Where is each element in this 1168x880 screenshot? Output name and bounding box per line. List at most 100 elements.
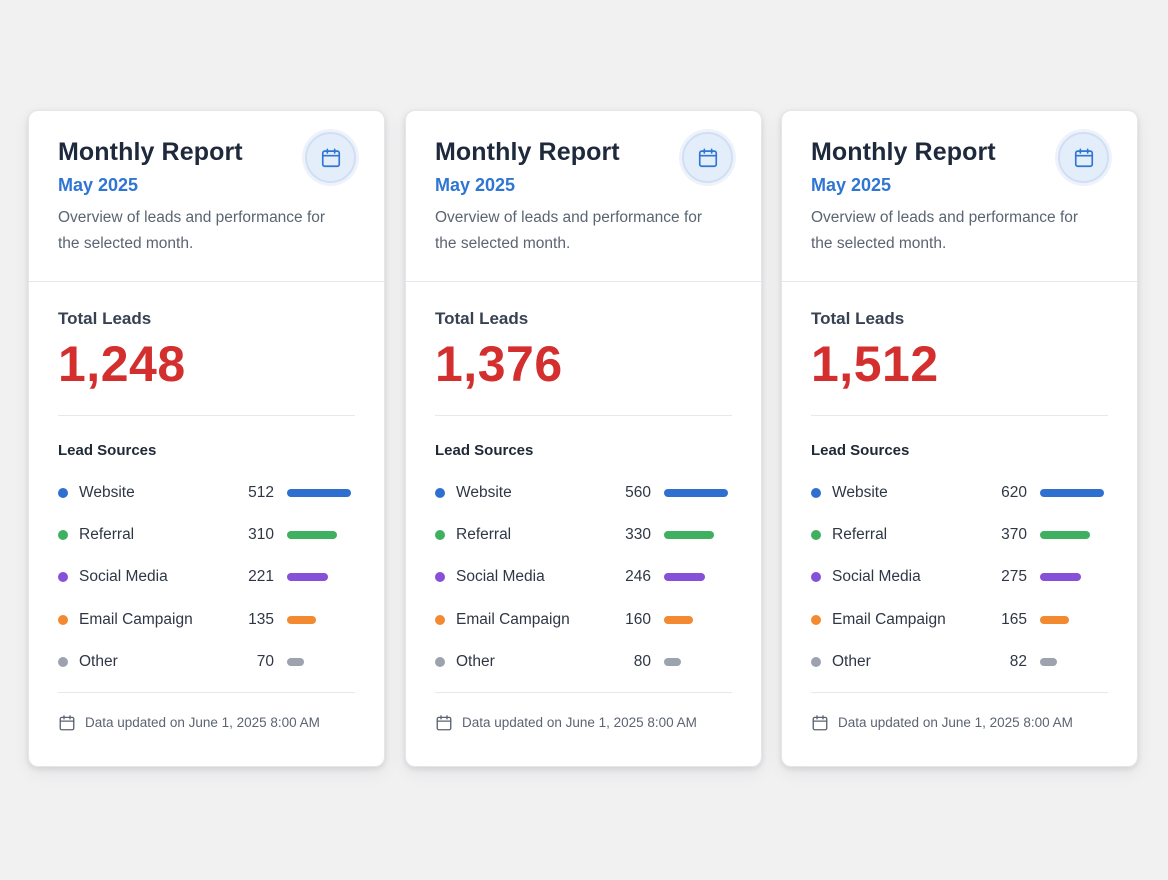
card-month: May 2025	[58, 175, 139, 195]
total-leads-value: 1,248	[58, 336, 186, 392]
source-color-dot	[435, 656, 445, 667]
divider	[58, 415, 355, 416]
lead-source-row: Referral 370	[811, 514, 1108, 556]
lead-sources-title: Lead Sources	[811, 442, 910, 459]
source-color-dot	[58, 530, 68, 541]
source-count: 310	[248, 526, 274, 544]
lead-source-row: Email Campaign 160	[435, 599, 732, 641]
data-updated-text: Data updated on June 1, 2025 8:00 AM	[462, 715, 697, 731]
lead-source-row: Website 560	[435, 472, 732, 514]
card-description: Overview of leads and performance for th…	[435, 209, 703, 252]
lead-sources-list: Website 512 Referral 310 Social Media 22…	[58, 472, 355, 683]
calendar-button[interactable]	[1058, 132, 1109, 183]
data-updated-text: Data updated on June 1, 2025 8:00 AM	[85, 715, 320, 731]
source-bar	[664, 573, 705, 582]
source-bar	[664, 489, 728, 498]
source-color-dot	[811, 614, 821, 625]
divider	[811, 415, 1108, 416]
divider	[435, 415, 732, 416]
lead-sources-list: Website 620 Referral 370 Social Media 27…	[811, 472, 1108, 683]
source-name: Referral	[456, 526, 512, 544]
source-count: 80	[633, 652, 651, 670]
card-body: Total Leads 1,512 Lead Sources Website 6…	[782, 282, 1137, 732]
source-count: 70	[256, 652, 274, 670]
card-month: May 2025	[435, 175, 516, 195]
card-header: Monthly Report May 2025 Overview of lead…	[29, 111, 384, 282]
lead-source-row: Other 80	[435, 641, 732, 683]
card-body: Total Leads 1,248 Lead Sources Website 5…	[29, 282, 384, 732]
source-name: Email Campaign	[832, 610, 946, 628]
source-bar	[1040, 531, 1090, 540]
lead-sources-title: Lead Sources	[58, 442, 157, 459]
source-color-dot	[58, 656, 68, 667]
calendar-icon	[321, 147, 340, 167]
data-updated-text: Data updated on June 1, 2025 8:00 AM	[838, 715, 1073, 731]
source-bar	[287, 657, 304, 666]
source-bar	[664, 657, 681, 666]
source-name: Website	[456, 484, 512, 502]
lead-source-row: Website 512	[58, 472, 355, 514]
source-bar	[664, 615, 693, 624]
source-count: 560	[625, 484, 651, 502]
card-description: Overview of leads and performance for th…	[58, 209, 326, 252]
source-bar	[1040, 489, 1104, 498]
divider	[58, 691, 355, 693]
source-bar	[1040, 573, 1081, 582]
calendar-icon	[812, 715, 828, 731]
card-header: Monthly Report May 2025 Overview of lead…	[782, 111, 1137, 282]
source-name: Email Campaign	[79, 610, 193, 628]
total-leads-label: Total Leads	[811, 309, 905, 328]
source-bar	[287, 573, 328, 582]
card-month: May 2025	[811, 175, 892, 195]
source-count: 246	[625, 568, 651, 586]
monthly-report-card: Monthly Report May 2025 Overview of lead…	[405, 110, 762, 767]
source-name: Website	[832, 484, 888, 502]
card-title: Monthly Report	[435, 138, 620, 166]
lead-sources-title: Lead Sources	[435, 442, 534, 459]
source-name: Social Media	[79, 568, 168, 586]
calendar-icon	[698, 147, 717, 167]
source-color-dot	[811, 530, 821, 541]
card-footer: Data updated on June 1, 2025 8:00 AM	[435, 714, 732, 732]
source-name: Referral	[79, 526, 135, 544]
report-cards: Monthly Report May 2025 Overview of lead…	[28, 110, 1140, 767]
divider	[435, 691, 732, 693]
calendar-button[interactable]	[682, 132, 733, 183]
lead-source-row: Website 620	[811, 472, 1108, 514]
source-bar	[664, 531, 714, 540]
calendar-icon	[436, 715, 452, 731]
total-leads-label: Total Leads	[435, 309, 529, 328]
source-name: Other	[832, 652, 871, 670]
source-color-dot	[811, 572, 821, 583]
source-name: Social Media	[832, 568, 921, 586]
calendar-button[interactable]	[305, 132, 356, 183]
lead-source-row: Other 70	[58, 641, 355, 683]
source-bar	[287, 615, 316, 624]
source-count: 620	[1001, 484, 1027, 502]
lead-sources-list: Website 560 Referral 330 Social Media 24…	[435, 472, 732, 683]
lead-source-row: Other 82	[811, 641, 1108, 683]
source-color-dot	[435, 530, 445, 541]
source-count: 330	[625, 526, 651, 544]
source-name: Website	[79, 484, 135, 502]
lead-source-row: Social Media 246	[435, 556, 732, 598]
source-count: 135	[248, 610, 274, 628]
source-bar	[1040, 657, 1057, 666]
lead-source-row: Social Media 221	[58, 556, 355, 598]
source-bar	[1040, 615, 1069, 624]
source-count: 221	[248, 568, 274, 586]
source-name: Email Campaign	[456, 610, 570, 628]
card-footer: Data updated on June 1, 2025 8:00 AM	[811, 714, 1108, 732]
source-bar	[287, 531, 337, 540]
source-count: 275	[1001, 568, 1027, 586]
source-color-dot	[811, 656, 821, 667]
source-count: 370	[1001, 526, 1027, 544]
source-count: 160	[625, 610, 651, 628]
card-header: Monthly Report May 2025 Overview of lead…	[406, 111, 761, 282]
total-leads-value: 1,376	[435, 336, 563, 392]
total-leads-label: Total Leads	[58, 309, 152, 328]
source-count: 82	[1009, 652, 1027, 670]
calendar-icon	[59, 715, 75, 731]
lead-source-row: Referral 330	[435, 514, 732, 556]
source-bar	[287, 489, 351, 498]
